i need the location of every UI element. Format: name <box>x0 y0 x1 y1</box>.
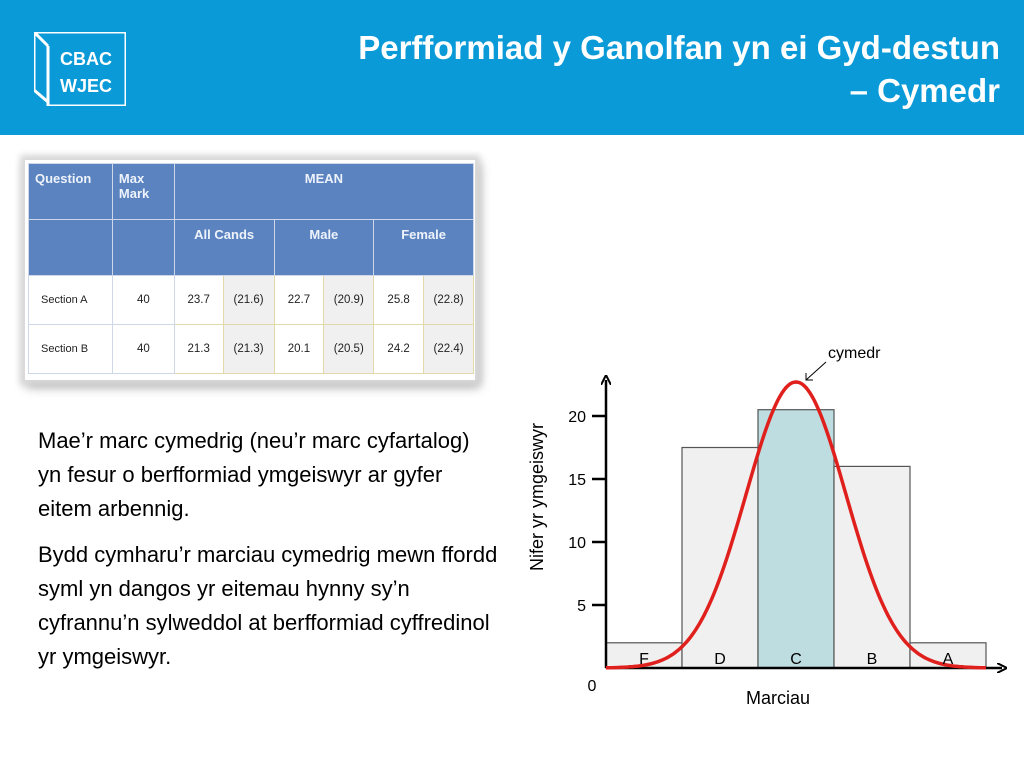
table-row: Section A 40 23.7 (21.6) 22.7 (20.9) 25.… <box>28 275 474 325</box>
subheader-empty-2 <box>111 219 175 276</box>
cell-female-national: (22.8) <box>423 275 474 325</box>
cell-male: 20.1 <box>273 324 325 374</box>
paragraph-mean-definition: Mae’r marc cymedrig (neu’r marc cyfartal… <box>38 428 470 521</box>
curve-layer <box>606 380 986 670</box>
cell-female: 24.2 <box>373 324 425 374</box>
labels-layer: F D C B A 0 5 10 15 20 Marciau Nifer yr ymgeiswyr cy… <box>527 345 954 708</box>
header-male: Male <box>273 219 375 276</box>
bar-c <box>757 409 835 669</box>
cell-male-national: (20.5) <box>323 324 375 374</box>
logo-text-bottom: WJEC <box>60 76 112 96</box>
y-axis-label: Nifer yr ymgeiswyr <box>527 423 547 571</box>
curve-label: cymedr <box>828 345 881 362</box>
x-axis-label: Marciau <box>746 688 810 708</box>
axes-layer <box>592 380 1002 668</box>
cell-question: Section A <box>28 275 113 325</box>
curve-pointer-arrow-icon <box>805 372 813 381</box>
paragraph-mean-comparison: Bydd cymharu’r marciau cymedrig mewn ffo… <box>38 542 498 669</box>
bar-label-d: D <box>714 651 726 668</box>
cell-max: 40 <box>111 324 175 374</box>
y-tick-label-20: 20 <box>568 409 586 426</box>
normal-curve <box>606 380 986 670</box>
header-all-cands: All Cands <box>173 219 275 276</box>
bar-label-c: C <box>790 651 802 668</box>
y-tick-label-5: 5 <box>577 598 586 615</box>
y-tick-label-0: 0 <box>588 678 597 695</box>
mean-table: Question Max Mark MEAN All Cands Male Fe… <box>28 163 475 374</box>
cell-all-cands-national: (21.6) <box>222 275 275 325</box>
cell-female-national: (22.4) <box>423 324 474 374</box>
bars-layer <box>605 409 987 669</box>
cell-female: 25.8 <box>373 275 425 325</box>
table-row: Section B 40 21.3 (21.3) 20.1 (20.5) 24.… <box>28 324 474 374</box>
subheader-empty-1 <box>28 219 113 276</box>
cell-max: 40 <box>111 275 175 325</box>
mean-table-panel: Question Max Mark MEAN All Cands Male Fe… <box>25 160 475 380</box>
header-question: Question <box>28 163 113 220</box>
y-tick-label-10: 10 <box>568 535 586 552</box>
logo-text-top: CBAC <box>60 49 112 69</box>
cell-male-national: (20.9) <box>323 275 375 325</box>
bar-label-b: B <box>867 651 878 668</box>
bar-label-f: F <box>639 651 649 668</box>
bar-label-a: A <box>943 651 954 668</box>
table-subheader-row: All Cands Male Female <box>28 219 474 276</box>
cell-male: 22.7 <box>273 275 325 325</box>
header-max-mark: Max Mark <box>111 163 175 220</box>
header-female: Female <box>373 219 474 276</box>
page-title: Perfformiad y Ganolfan yn ei Gyd-destun … <box>240 26 1000 112</box>
page-title-line2: – Cymedr <box>849 72 1000 109</box>
cell-question: Section B <box>28 324 113 374</box>
y-tick-label-15: 15 <box>568 472 586 489</box>
curve-pointer <box>805 361 827 381</box>
body-text: Mae’r marc cymedrig (neu’r marc cyfartal… <box>38 424 498 686</box>
header-banner: CBAC WJEC Perfformiad y Ganolfan yn ei G… <box>0 0 1024 135</box>
cell-all-cands: 21.3 <box>173 324 224 374</box>
cbac-wjec-logo: CBAC WJEC <box>34 32 126 106</box>
cell-all-cands-national: (21.3) <box>222 324 275 374</box>
page-title-line1: Perfformiad y Ganolfan yn ei Gyd-destun <box>358 29 1000 66</box>
